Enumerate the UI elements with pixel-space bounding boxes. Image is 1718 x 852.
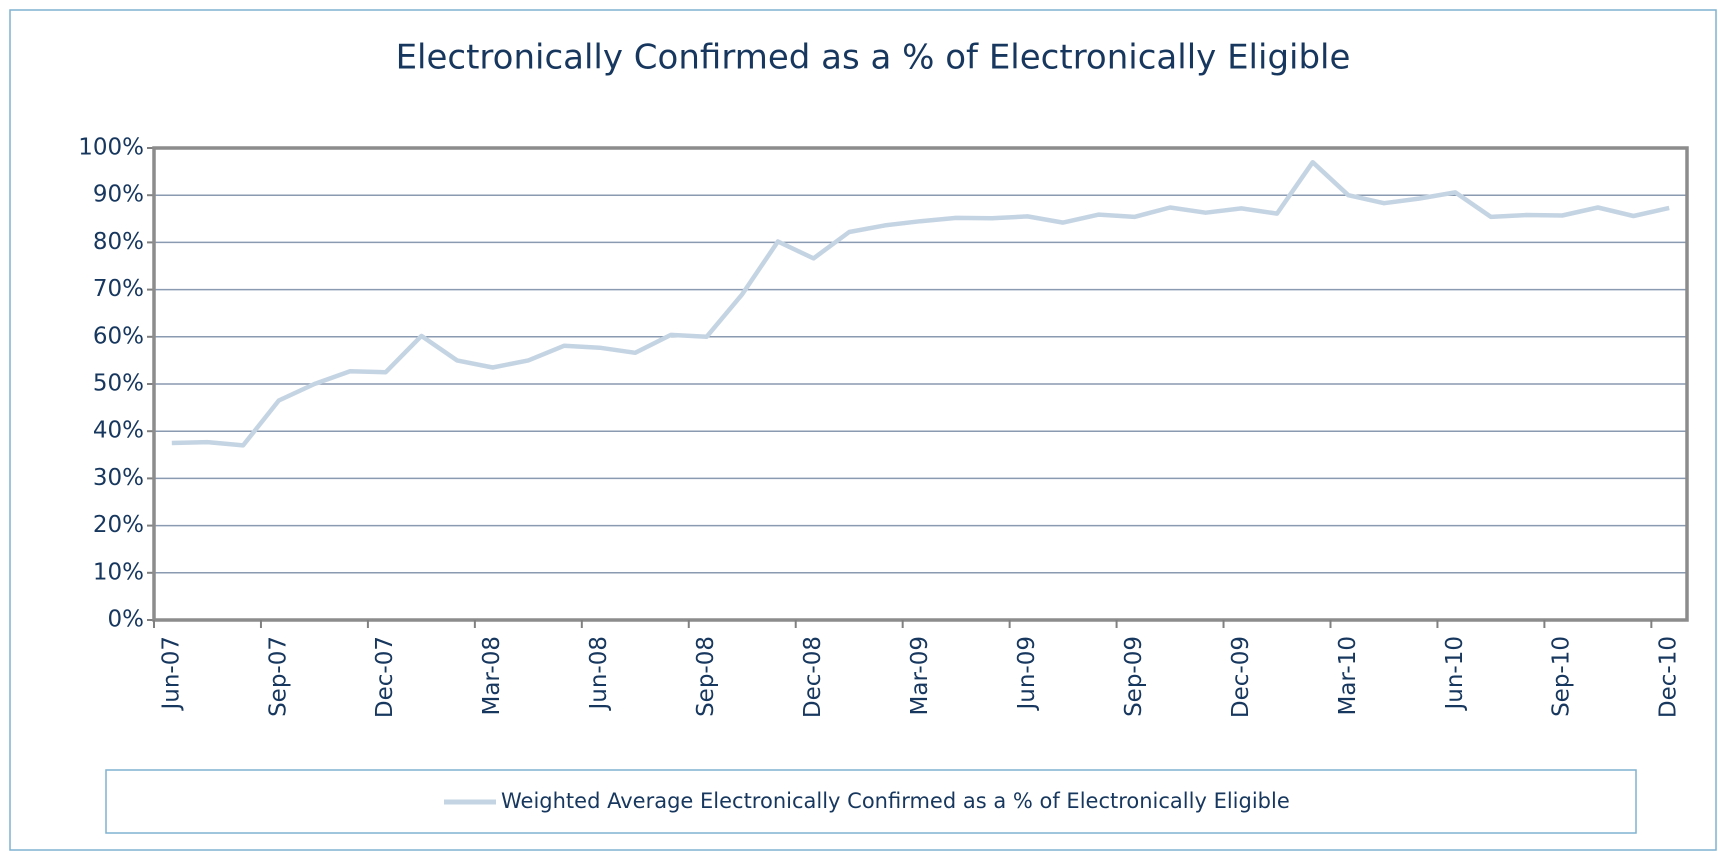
x-tick-label: Mar-09 [907,636,933,716]
chart-frame [9,9,1717,851]
y-tick-label: 0% [108,607,145,633]
legend-label: Weighted Average Electronically Confirme… [501,789,1290,813]
y-tick-label: 90% [93,182,144,208]
y-tick-label: 60% [93,323,144,349]
y-tick-label: 40% [93,418,144,444]
x-tick-label: Jun-09 [1014,636,1040,712]
x-tick-label: Dec-07 [372,636,398,718]
x-tick-label: Jun-08 [586,636,612,712]
x-tick-label: Jun-10 [1442,636,1468,712]
x-tick-label: Sep-07 [265,636,291,717]
x-tick-label: Mar-08 [479,636,505,716]
x-tick-label: Dec-08 [800,636,826,718]
y-tick-label: 20% [93,512,144,538]
x-tick-label: Dec-10 [1656,636,1682,718]
data-line [171,159,1670,448]
x-tick-label: Jun-07 [158,636,184,712]
x-tick-label: Mar-10 [1335,636,1361,716]
x-tick-label: Dec-09 [1228,636,1254,718]
y-tick-label: 80% [93,229,144,255]
plot-border [152,146,1689,622]
y-tick-label: 100% [78,135,144,161]
y-tick-label: 30% [93,465,144,491]
y-tick-label: 10% [93,559,144,585]
y-tick-label: 70% [93,276,144,302]
y-tick-label: 50% [93,371,144,397]
x-tick-label: Sep-10 [1549,636,1575,717]
x-tick-label: Sep-09 [1121,636,1147,717]
x-tick-label: Sep-08 [693,636,719,717]
chart-title: Electronically Confirmed as a % of Elect… [396,38,1351,78]
legend-box [105,769,1637,834]
